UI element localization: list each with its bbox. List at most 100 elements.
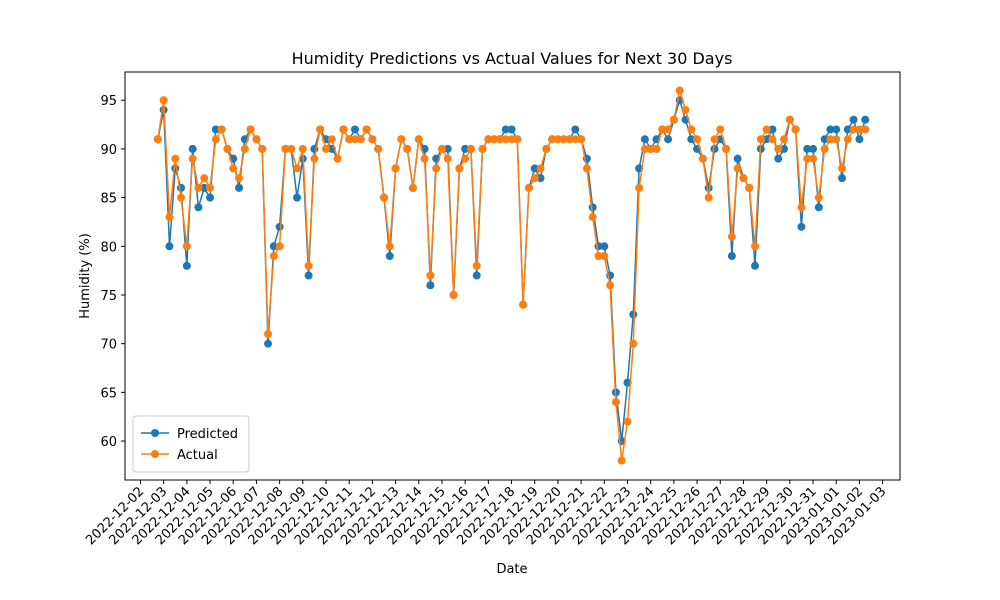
data-point: [623, 417, 632, 426]
data-point: [420, 154, 429, 163]
data-point: [345, 135, 354, 144]
data-point: [426, 271, 435, 280]
data-point: [739, 174, 748, 183]
data-point: [646, 144, 655, 153]
data-point: [304, 261, 313, 270]
data-point: [733, 164, 742, 173]
data-point: [194, 183, 203, 192]
data-point: [565, 135, 574, 144]
data-point: [316, 125, 325, 134]
data-point: [385, 252, 394, 261]
data-point: [293, 164, 302, 173]
data-point: [774, 144, 783, 153]
data-point: [530, 174, 539, 183]
data-point: [756, 135, 765, 144]
data-point: [304, 271, 313, 280]
legend-marker: [151, 429, 159, 437]
data-point: [588, 203, 597, 212]
data-point: [629, 310, 638, 319]
data-point: [524, 183, 533, 192]
data-point: [275, 222, 284, 231]
data-point: [849, 115, 858, 124]
data-point: [350, 135, 359, 144]
data-point: [727, 252, 736, 261]
data-point: [797, 203, 806, 212]
data-point: [751, 242, 760, 251]
legend-marker: [151, 450, 159, 458]
data-point: [310, 154, 319, 163]
data-point: [600, 242, 609, 251]
data-point: [814, 203, 823, 212]
data-point: [165, 213, 174, 222]
data-point: [762, 135, 771, 144]
data-point: [397, 135, 406, 144]
data-point: [246, 125, 255, 134]
data-point: [768, 135, 777, 144]
data-point: [501, 135, 510, 144]
data-point: [687, 135, 696, 144]
data-point: [177, 193, 186, 202]
data-point: [432, 164, 441, 173]
data-point: [472, 271, 481, 280]
chart-title: Humidity Predictions vs Actual Values fo…: [292, 49, 733, 68]
data-point: [553, 135, 562, 144]
y-tick-label: 65: [100, 386, 117, 401]
data-point: [548, 135, 557, 144]
data-point: [414, 135, 423, 144]
data-point: [478, 144, 487, 153]
data-point: [849, 125, 858, 134]
data-point: [461, 154, 470, 163]
data-point: [623, 378, 632, 387]
data-point: [217, 125, 226, 134]
data-point: [780, 135, 789, 144]
data-point: [229, 164, 238, 173]
data-point: [814, 193, 823, 202]
data-point: [269, 242, 278, 251]
data-point: [501, 125, 510, 134]
data-point: [171, 154, 180, 163]
data-point: [235, 174, 244, 183]
data-point: [710, 135, 719, 144]
data-point: [855, 125, 864, 134]
data-point: [733, 154, 742, 163]
data-point: [455, 164, 464, 173]
data-point: [803, 154, 812, 163]
data-point: [182, 242, 191, 251]
data-point: [385, 242, 394, 251]
data-point: [797, 222, 806, 231]
data-point: [519, 300, 528, 309]
data-point: [374, 144, 383, 153]
data-point: [582, 164, 591, 173]
data-point: [490, 135, 499, 144]
data-point: [617, 456, 626, 465]
data-point: [264, 329, 273, 338]
data-point: [809, 144, 818, 153]
data-point: [298, 144, 307, 153]
data-point: [791, 125, 800, 134]
data-point: [600, 252, 609, 261]
plot-frame: [124, 71, 901, 481]
data-point: [693, 135, 702, 144]
data-point: [403, 144, 412, 153]
data-point: [449, 290, 458, 299]
x-axis-label: Date: [496, 562, 527, 577]
data-point: [466, 144, 475, 153]
data-point: [588, 213, 597, 222]
data-point: [153, 135, 162, 144]
y-tick-label: 95: [100, 94, 117, 109]
data-point: [333, 154, 342, 163]
data-point: [530, 164, 539, 173]
data-point: [206, 183, 215, 192]
data-point: [820, 135, 829, 144]
data-point: [200, 183, 209, 192]
data-point: [339, 125, 348, 134]
data-point: [264, 339, 273, 348]
data-point: [780, 144, 789, 153]
data-point: [577, 135, 586, 144]
data-point: [536, 174, 545, 183]
data-point: [751, 261, 760, 270]
data-point: [188, 144, 197, 153]
data-point: [681, 105, 690, 114]
